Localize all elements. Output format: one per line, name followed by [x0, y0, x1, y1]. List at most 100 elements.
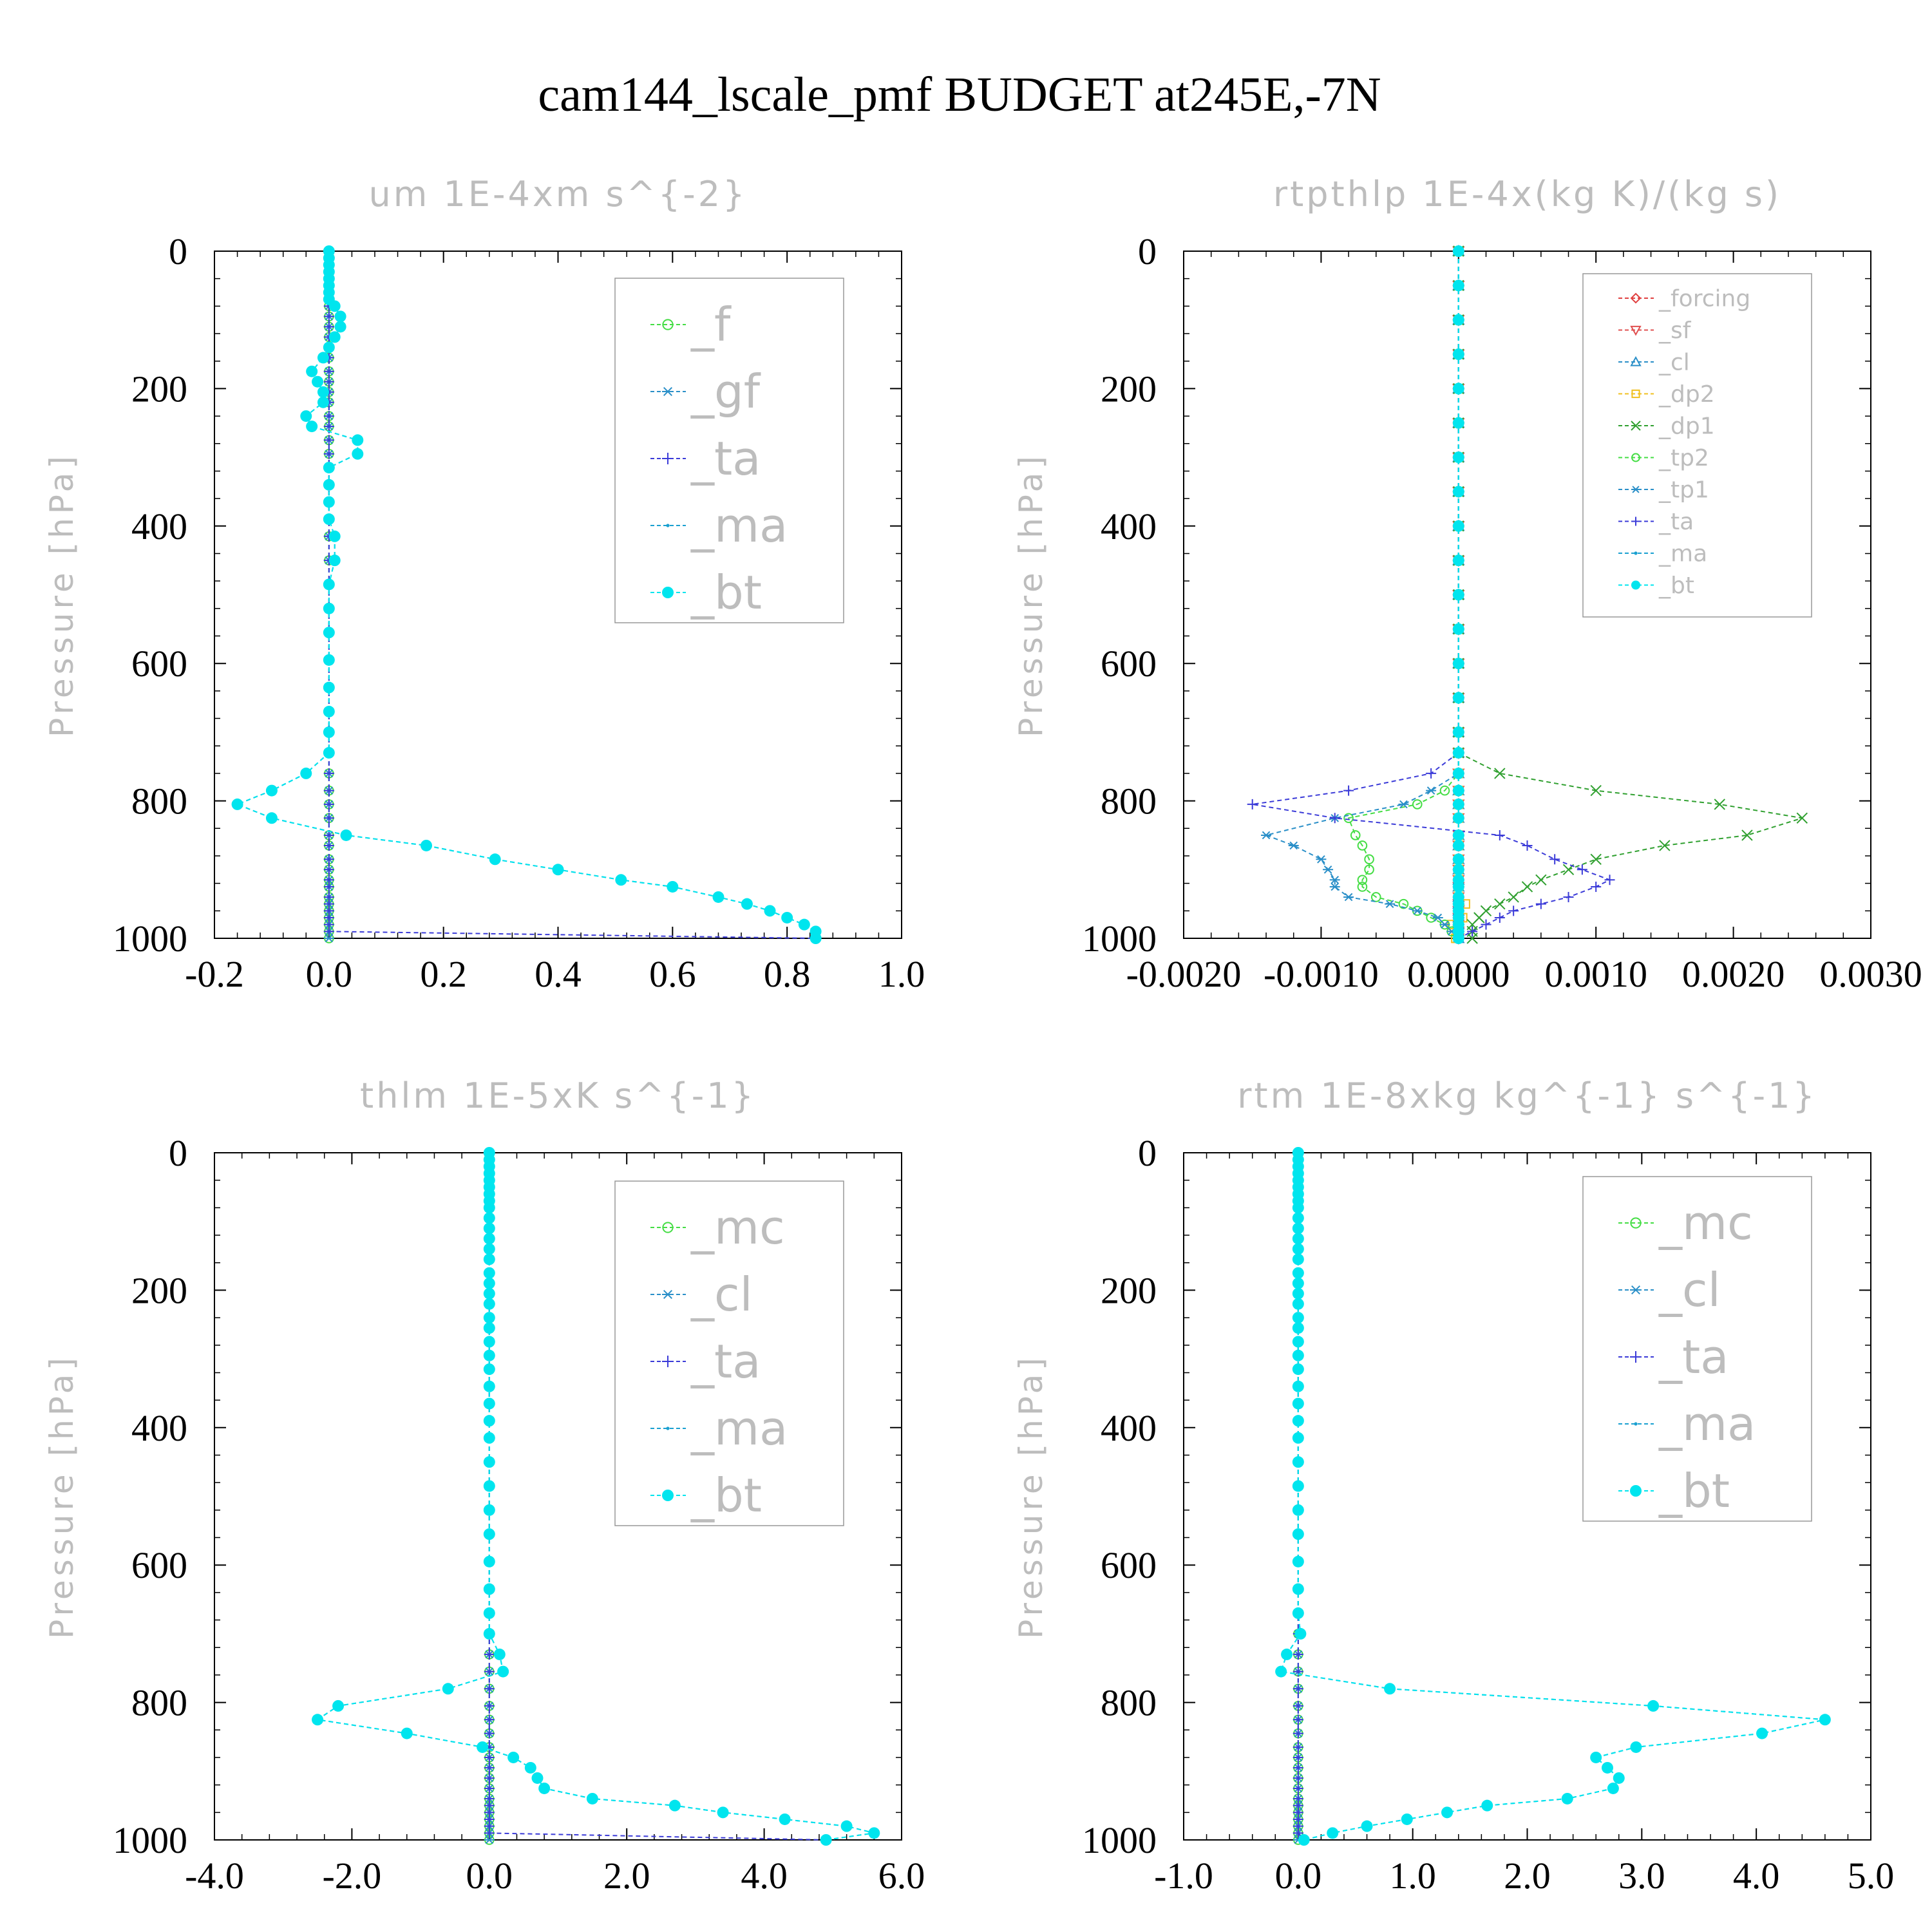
- data-point: [586, 1792, 598, 1804]
- data-point: [1343, 785, 1354, 796]
- data-point: [1819, 1714, 1831, 1726]
- data-point: [483, 1322, 495, 1334]
- data-point: [1590, 784, 1602, 797]
- data-point: [1508, 891, 1519, 903]
- data-point: [317, 396, 329, 408]
- legend-entry: _dp1: [1618, 413, 1715, 440]
- data-point: [1590, 853, 1602, 866]
- data-point: [1288, 841, 1299, 850]
- legend: _mc _cl _ta _ma _bt: [614, 1180, 844, 1526]
- series-tp1: [1261, 247, 1464, 943]
- data-point: [1630, 1741, 1642, 1753]
- data-point: [1370, 892, 1381, 902]
- data-point: [1357, 882, 1368, 892]
- data-point: [323, 840, 334, 851]
- data-point: [1292, 1336, 1304, 1348]
- y-tick-label: 1000: [113, 918, 187, 960]
- data-point: [352, 448, 364, 460]
- data-point: [1535, 874, 1547, 886]
- data-point: [1275, 1665, 1287, 1678]
- data-point: [420, 839, 432, 851]
- y-tick-label: 200: [1101, 1269, 1157, 1311]
- data-point: [1357, 875, 1368, 886]
- chart-panel-3: thlm 1E-5xK s^{-1} Pressure [hPa] 0 200 400 6…: [43, 1075, 925, 1897]
- data-point: [1350, 830, 1361, 840]
- data-point: [332, 1700, 345, 1712]
- data-point: [1494, 829, 1505, 840]
- data-point: [779, 1813, 791, 1825]
- y-tick-label: 200: [1101, 368, 1157, 410]
- data-point: [1452, 486, 1464, 498]
- data-point: [323, 311, 334, 322]
- data-point: [323, 768, 334, 779]
- y-tick-label: 800: [131, 781, 187, 822]
- data-point: [1796, 812, 1808, 824]
- data-point: [484, 1762, 495, 1773]
- data-point: [1577, 864, 1587, 875]
- data-point: [1292, 1528, 1304, 1540]
- data-point: [1452, 554, 1464, 567]
- data-point: [1329, 875, 1340, 884]
- data-point: [484, 1714, 495, 1725]
- data-point: [323, 321, 334, 332]
- y-tick-label: 0: [169, 1132, 187, 1174]
- legend-label: _cl: [1658, 350, 1690, 376]
- legend-label: _bt: [690, 565, 762, 620]
- data-point: [1357, 840, 1368, 851]
- data-point: [1292, 1349, 1304, 1361]
- legend-entry: _ta: [650, 431, 761, 486]
- data-point: [484, 1752, 495, 1763]
- data-point: [1292, 1415, 1304, 1427]
- data-point: [1292, 1607, 1304, 1619]
- data-point: [483, 1627, 495, 1640]
- y-tick-label: 600: [131, 1544, 187, 1586]
- data-point: [1439, 785, 1450, 796]
- data-point: [1292, 1583, 1304, 1595]
- data-point: [328, 300, 341, 312]
- data-point: [1522, 840, 1533, 851]
- legend-entry: _mc: [1618, 1196, 1753, 1250]
- legend-box: [1582, 1176, 1812, 1522]
- data-point: [1607, 1782, 1619, 1794]
- data-point: [323, 341, 335, 354]
- data-point: [477, 1741, 489, 1753]
- data-point: [483, 1277, 495, 1289]
- panel-title: thlm 1E-5xK s^{-1}: [360, 1075, 756, 1116]
- y-tick-label: 0: [1138, 231, 1157, 272]
- x-tick-label: 0.0: [1275, 1855, 1322, 1897]
- series-bt: [231, 245, 822, 944]
- panel-title: rtpthlp 1E-4x(kg K)/(kg s): [1273, 174, 1781, 214]
- data-point: [1385, 900, 1396, 908]
- data-point: [1481, 1799, 1493, 1812]
- data-point: [483, 1504, 495, 1516]
- data-point: [323, 934, 334, 943]
- data-point: [1384, 1683, 1396, 1695]
- data-point: [1647, 1700, 1660, 1712]
- data-point: [306, 421, 318, 433]
- legend-label: _ma: [690, 498, 788, 553]
- data-point: [323, 411, 334, 422]
- data-point: [1426, 768, 1437, 779]
- data-point: [483, 1456, 495, 1468]
- data-point: [323, 478, 335, 491]
- data-point: [323, 726, 335, 738]
- data-point: [1452, 839, 1464, 851]
- data-point: [524, 1761, 536, 1774]
- data-point: [1590, 1751, 1602, 1763]
- data-point: [1361, 1820, 1373, 1832]
- panel-title: um 1E-4xm s^{-2}: [369, 174, 748, 214]
- data-point: [483, 1312, 495, 1324]
- x-tick-label: 1.0: [878, 953, 925, 995]
- data-point: [507, 1751, 520, 1763]
- legend-entry: _tp1: [1618, 477, 1709, 504]
- x-tick-label: 0.0000: [1407, 953, 1510, 995]
- legend-label: _ta: [690, 1334, 761, 1388]
- data-point: [1292, 1267, 1304, 1279]
- data-point: [483, 1202, 495, 1214]
- legend-entry: _tp2: [1618, 445, 1709, 471]
- data-point: [1294, 1627, 1307, 1640]
- x-tick-label: 0.0: [466, 1855, 513, 1897]
- data-point: [1741, 829, 1753, 841]
- data-point: [1292, 1456, 1304, 1468]
- data-point: [300, 410, 312, 422]
